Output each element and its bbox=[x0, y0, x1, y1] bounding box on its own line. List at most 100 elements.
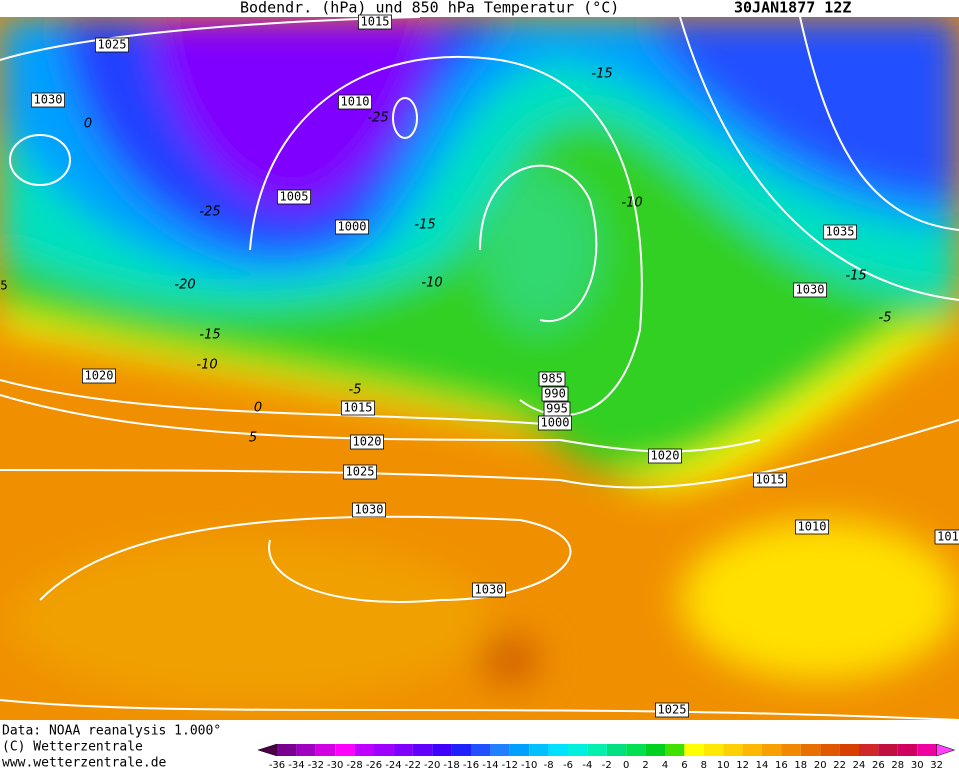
temperature-label: 5 bbox=[249, 431, 257, 446]
colorbar-label: -18 bbox=[443, 760, 459, 770]
colorbar-swatch bbox=[839, 744, 859, 756]
colorbar-label: -20 bbox=[424, 760, 440, 770]
isobar-label: 1015 bbox=[756, 473, 785, 487]
colorbar-label: 24 bbox=[853, 760, 866, 770]
colorbar-label: -8 bbox=[544, 760, 554, 770]
colorbar-label: -10 bbox=[521, 760, 537, 770]
colorbar-swatch bbox=[800, 744, 821, 756]
temperature-label: -15 bbox=[845, 269, 866, 284]
isobar-label: 101 bbox=[937, 530, 959, 544]
footer-source: Data: NOAA reanalysis 1.000° bbox=[2, 724, 221, 739]
temperature-label: -10 bbox=[621, 196, 642, 211]
colorbar-swatch bbox=[665, 744, 685, 756]
colorbar-label: 32 bbox=[930, 760, 943, 770]
isobars bbox=[0, 17, 959, 720]
temperature-label: -5 bbox=[349, 383, 362, 398]
temperature-label: -15 bbox=[591, 67, 612, 82]
colorbar-swatch bbox=[451, 744, 471, 756]
colorbar-swatch bbox=[723, 744, 743, 756]
colorbar-swatch bbox=[859, 744, 879, 756]
colorbar-swatch bbox=[606, 744, 627, 756]
colorbar-swatch bbox=[878, 744, 898, 756]
colorbar-swatch bbox=[529, 744, 549, 756]
colorbar-label: 0 bbox=[623, 760, 629, 770]
isobar-label-box bbox=[795, 519, 830, 535]
temperature-field bbox=[0, 17, 959, 720]
isobar-label: 1020 bbox=[353, 435, 382, 449]
colorbar-label: 28 bbox=[891, 760, 904, 770]
colorbar-label: -32 bbox=[308, 760, 324, 770]
colorbar-label: -14 bbox=[482, 760, 498, 770]
isobar-label: 1000 bbox=[541, 416, 570, 430]
isobar-label-box bbox=[934, 529, 959, 545]
isobar-label: 1035 bbox=[826, 225, 855, 239]
temperature-label: 0 bbox=[254, 401, 262, 416]
colorbar-label: 4 bbox=[662, 760, 668, 770]
colorbar-label: -30 bbox=[327, 760, 343, 770]
isobar-label: 1030 bbox=[34, 93, 63, 107]
isobar-label-box bbox=[30, 92, 66, 108]
isobar-label-box bbox=[340, 400, 375, 416]
colorbar-swatch bbox=[626, 744, 646, 756]
isobar-label: 1025 bbox=[346, 465, 375, 479]
colorbar-swatch bbox=[917, 744, 937, 756]
isobar-label: 990 bbox=[544, 387, 566, 401]
isobar-label: 985 bbox=[541, 372, 563, 386]
isobar-label: 1020 bbox=[651, 449, 680, 463]
colorbar-label: 20 bbox=[814, 760, 827, 770]
isobar-label: 1025 bbox=[658, 703, 687, 717]
colorbar-label: -28 bbox=[346, 760, 362, 770]
colorbar-swatch bbox=[490, 744, 510, 756]
colorbar-arrow bbox=[257, 743, 278, 757]
colorbar-swatch bbox=[762, 744, 782, 756]
colorbar-swatch bbox=[703, 744, 724, 756]
isobar-label-box bbox=[538, 415, 573, 431]
isobar-label-box bbox=[357, 14, 392, 30]
isobar-label-box bbox=[95, 37, 130, 53]
colorbar-swatch bbox=[587, 744, 607, 756]
isobar-label-box bbox=[793, 282, 828, 298]
isobar-label: 1010 bbox=[341, 95, 370, 109]
map-title: Bodendr. (hPa) und 850 hPa Temperatur (°… bbox=[240, 0, 619, 17]
isobar-label: 1015 bbox=[344, 401, 373, 415]
isobar-label: 1030 bbox=[796, 283, 825, 297]
colorbar-label: -2 bbox=[602, 760, 612, 770]
colorbar-label: 14 bbox=[756, 760, 769, 770]
isobar-label-box bbox=[349, 434, 384, 450]
colorbar-swatch bbox=[393, 744, 413, 756]
isobar-label-box bbox=[337, 94, 372, 110]
colorbar-swatch bbox=[781, 744, 801, 756]
colorbar-swatch bbox=[354, 744, 374, 756]
colorbar-label: -4 bbox=[582, 760, 592, 770]
colorbar-swatch bbox=[568, 744, 588, 756]
footer-url: www.wetterzentrale.de bbox=[2, 756, 167, 771]
colorbar-label: 18 bbox=[794, 760, 807, 770]
colorbar-label: -6 bbox=[563, 760, 573, 770]
isobar-label-box bbox=[753, 472, 788, 488]
colorbar-swatch bbox=[645, 744, 665, 756]
isobar-label: 1005 bbox=[280, 190, 309, 204]
colorbar-label: 26 bbox=[872, 760, 885, 770]
footer-copyright: (C) Wetterzentrale bbox=[2, 740, 143, 755]
colorbar-swatch bbox=[684, 744, 704, 756]
colorbar-label: 2 bbox=[642, 760, 648, 770]
isobar-label-box bbox=[82, 368, 117, 384]
temperature-label: -15 bbox=[414, 218, 435, 233]
isobar-label-box bbox=[648, 448, 683, 464]
colorbar-swatch bbox=[548, 744, 568, 756]
isobar-label-box bbox=[471, 582, 506, 598]
colorbar: -36 -34 -32 -30 -28 -26 -24 -22 -20 -18 -16 -14 -12-… bbox=[257, 743, 956, 771]
colorbar-swatch bbox=[471, 744, 491, 756]
colorbar-label: -22 bbox=[405, 760, 421, 770]
isobar-label: 1015 bbox=[361, 15, 390, 29]
colorbar-arrow bbox=[936, 743, 956, 757]
colorbar-label: -12 bbox=[502, 760, 518, 770]
colorbar-label: 22 bbox=[833, 760, 846, 770]
colorbar-label: 10 bbox=[717, 760, 730, 770]
colorbar-label: -36 bbox=[269, 760, 285, 770]
isobar-label: 1000 bbox=[338, 220, 367, 234]
map-date: 30JAN1877 12Z bbox=[734, 0, 851, 17]
isobar-label-box bbox=[276, 189, 311, 205]
colorbar-label: 30 bbox=[911, 760, 924, 770]
